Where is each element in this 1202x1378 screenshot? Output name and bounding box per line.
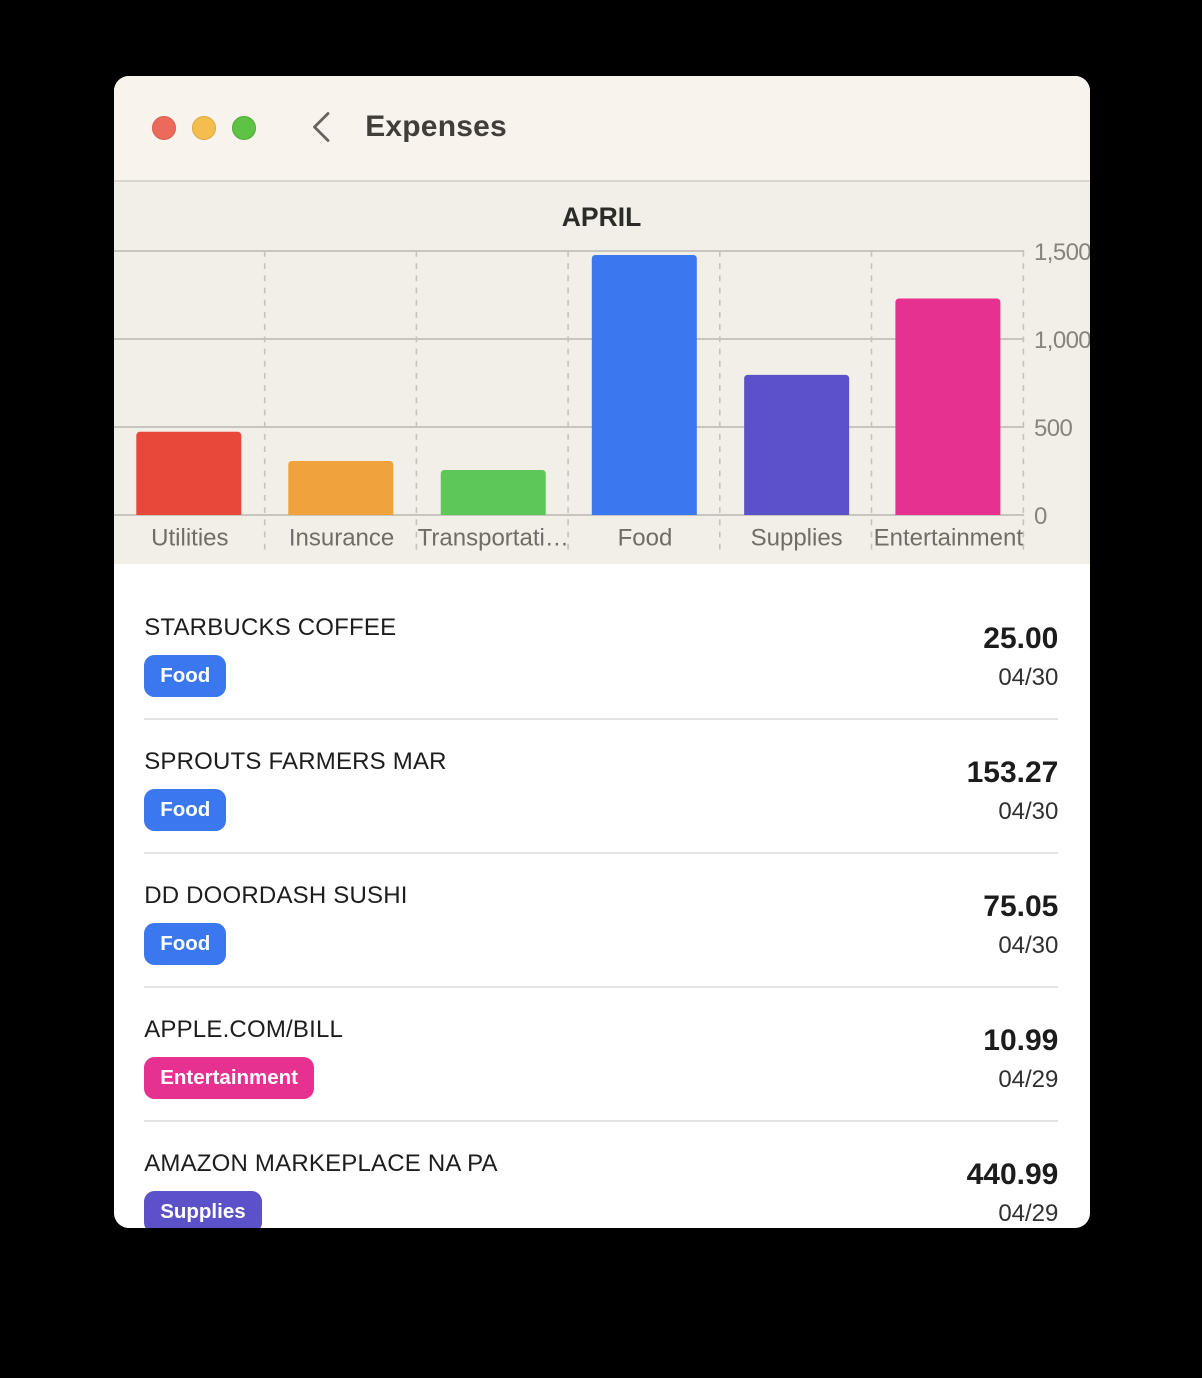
svg-text:Entertainment: Entertainment [873, 525, 1023, 552]
svg-text:APRIL: APRIL [561, 202, 641, 232]
svg-text:1,500: 1,500 [1034, 239, 1090, 266]
svg-text:Food: Food [617, 525, 672, 552]
svg-text:Supplies: Supplies [750, 525, 842, 552]
svg-text:Transportati…: Transportati… [417, 525, 568, 552]
svg-text:1,000: 1,000 [1034, 327, 1090, 354]
svg-text:Utilities: Utilities [151, 525, 228, 552]
svg-text:0: 0 [1034, 503, 1047, 530]
svg-text:500: 500 [1034, 415, 1072, 442]
svg-text:Insurance: Insurance [289, 525, 394, 552]
